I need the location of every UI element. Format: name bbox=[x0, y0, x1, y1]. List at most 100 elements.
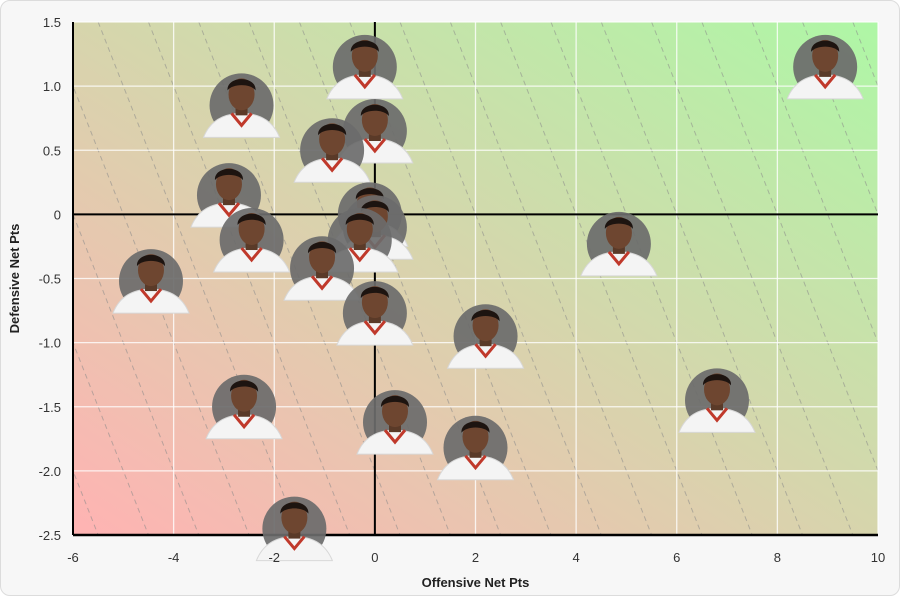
face-icon bbox=[309, 241, 336, 274]
hair-icon bbox=[471, 309, 500, 322]
player-point bbox=[205, 374, 283, 440]
face-icon bbox=[361, 286, 388, 319]
player-point bbox=[786, 34, 864, 100]
player-point bbox=[212, 208, 291, 273]
jersey-collar-icon bbox=[310, 275, 334, 291]
diagonal-line bbox=[751, 22, 878, 344]
hair-icon bbox=[136, 254, 166, 267]
diagonal-line bbox=[550, 22, 753, 535]
diagonal-line bbox=[399, 22, 602, 535]
jersey-collar-icon bbox=[240, 247, 263, 263]
x-tick-label: 10 bbox=[871, 550, 885, 565]
face-icon bbox=[472, 309, 499, 342]
hair-icon bbox=[702, 374, 732, 386]
face-icon bbox=[462, 420, 489, 453]
diagonal-line bbox=[600, 22, 803, 535]
hair-icon bbox=[811, 40, 840, 52]
x-tick-label: 6 bbox=[673, 550, 680, 565]
face-icon bbox=[215, 168, 242, 201]
player-point bbox=[446, 304, 525, 369]
jersey-collar-icon bbox=[353, 73, 376, 90]
player-point bbox=[202, 73, 281, 138]
diagonal-line bbox=[701, 22, 878, 473]
y-tick-label: 0 bbox=[54, 207, 61, 222]
player-point bbox=[336, 281, 414, 346]
jersey-collar-icon bbox=[139, 288, 163, 304]
x-tick-label: -2 bbox=[268, 550, 280, 565]
jersey-collar-icon bbox=[217, 202, 241, 218]
diagonal-line bbox=[148, 22, 351, 535]
x-tick-label: -6 bbox=[67, 550, 79, 565]
x-tick-label: 2 bbox=[472, 550, 479, 565]
x-tick-label: 8 bbox=[774, 550, 781, 565]
jersey-collar-icon bbox=[363, 138, 387, 154]
jersey-collar-icon bbox=[464, 454, 487, 471]
hair-icon bbox=[318, 124, 347, 136]
player-point bbox=[112, 249, 190, 314]
player-point bbox=[356, 390, 434, 455]
hair-icon bbox=[360, 200, 389, 213]
x-axis-title: Offensive Net Pts bbox=[422, 575, 530, 590]
player-point bbox=[678, 368, 756, 433]
hair-icon bbox=[461, 421, 490, 433]
y-tick-label: 1.5 bbox=[43, 15, 61, 30]
jersey-collar-icon bbox=[705, 407, 729, 423]
face-icon bbox=[382, 395, 408, 428]
diagonal-line bbox=[802, 22, 878, 216]
y-tick-label: -2.5 bbox=[39, 528, 61, 543]
jersey-collar-icon bbox=[320, 157, 344, 173]
hair-icon bbox=[214, 168, 243, 181]
face-icon bbox=[605, 216, 632, 249]
jersey-collar-icon bbox=[814, 73, 837, 90]
jersey-collar-icon bbox=[607, 250, 631, 267]
x-tick-label: 0 bbox=[371, 550, 378, 565]
player-point bbox=[580, 211, 658, 277]
tick-labels: -6 -4 -2 0 2 4 6 8 10 -2.5 -2.0 -1.5 -1.0 -0.5 0 0.5 1.0… bbox=[39, 15, 886, 565]
hair-icon bbox=[360, 286, 389, 299]
face-icon bbox=[228, 78, 255, 111]
hair-icon bbox=[280, 502, 309, 514]
y-tick-label: -0.5 bbox=[39, 272, 61, 287]
jersey-collar-icon bbox=[283, 535, 306, 551]
x-tick-label: -4 bbox=[168, 550, 180, 565]
diagonal-line bbox=[97, 22, 300, 535]
y-tick-label: 0.5 bbox=[43, 143, 61, 158]
hair-icon bbox=[380, 395, 410, 408]
jersey-collar-icon bbox=[230, 112, 253, 128]
face-icon bbox=[346, 213, 373, 246]
diagonal-line bbox=[73, 341, 149, 535]
player-point bbox=[255, 496, 334, 562]
jersey-collar-icon bbox=[363, 320, 387, 336]
jersey-collar-icon bbox=[383, 429, 407, 445]
diagonal-reference-lines bbox=[73, 22, 878, 535]
y-tick-label: 1.0 bbox=[43, 79, 61, 94]
hair-icon bbox=[345, 213, 374, 226]
face-icon bbox=[238, 213, 265, 246]
diagonal-line bbox=[651, 22, 854, 535]
hair-icon bbox=[355, 188, 384, 200]
player-markers bbox=[112, 34, 864, 562]
face-icon bbox=[704, 373, 730, 406]
face-icon bbox=[351, 39, 378, 72]
hair-icon bbox=[360, 104, 389, 117]
player-point bbox=[326, 34, 404, 100]
jersey-collar-icon bbox=[232, 413, 256, 430]
hair-icon bbox=[237, 213, 266, 226]
player-point bbox=[283, 236, 361, 301]
player-point bbox=[293, 118, 371, 183]
hair-icon bbox=[604, 217, 633, 229]
face-icon bbox=[281, 501, 308, 534]
player-point bbox=[436, 415, 515, 481]
face-icon bbox=[231, 379, 258, 412]
face-icon bbox=[137, 254, 164, 287]
hair-icon bbox=[308, 241, 337, 254]
y-tick-label: -1.0 bbox=[39, 336, 61, 351]
y-tick-label: -2.0 bbox=[39, 464, 61, 479]
diagonal-line bbox=[500, 22, 703, 535]
hair-icon bbox=[227, 79, 256, 91]
jersey-collar-icon bbox=[474, 343, 497, 359]
face-icon bbox=[812, 39, 839, 72]
diagonal-line bbox=[73, 84, 250, 535]
